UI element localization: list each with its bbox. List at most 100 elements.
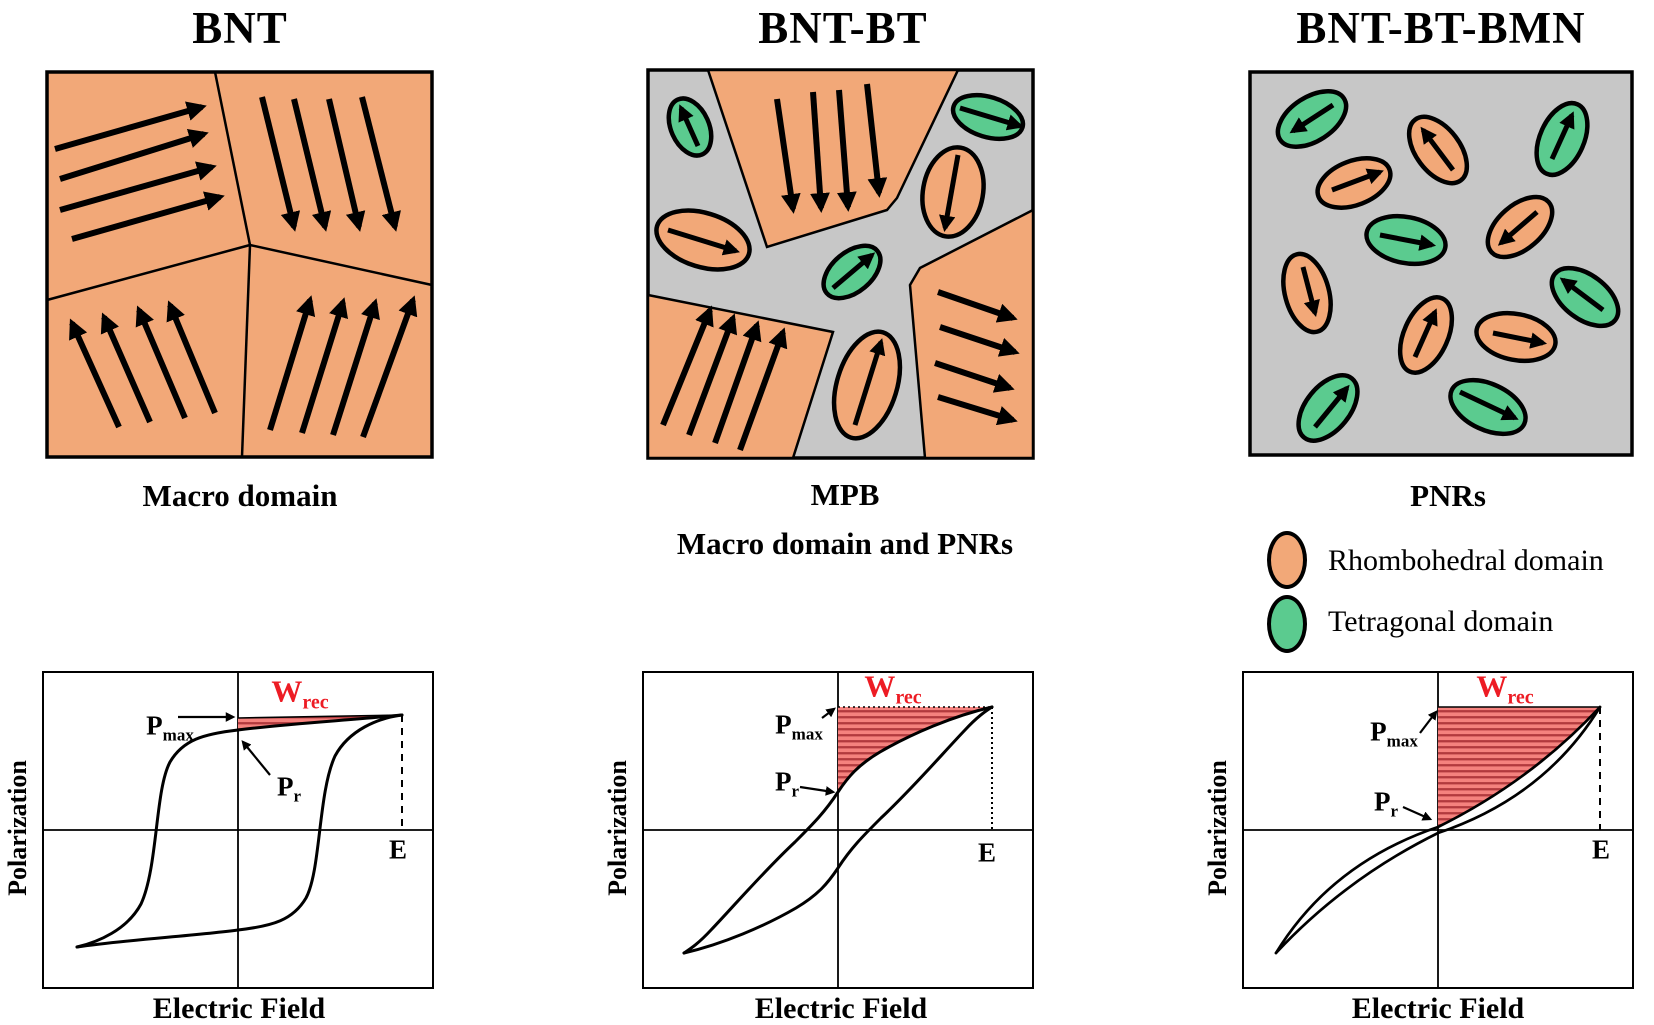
- domain-wall-line: [240, 244, 252, 458]
- polarization-arrow: [1412, 308, 1438, 359]
- x-axis-label: Electric Field: [754, 992, 928, 1025]
- annotation-arrow: [241, 740, 271, 776]
- polarization-arrow: [774, 98, 801, 214]
- domain-wall-line: [213, 71, 252, 246]
- polarization-arrow: [330, 298, 380, 436]
- polarization-arrow: [737, 327, 788, 452]
- polarization-arrow: [667, 227, 740, 256]
- hysteresis-loop-curve: [75, 713, 404, 949]
- polarization-arrow: [939, 324, 1020, 357]
- caption-mpb: MPB: [810, 477, 880, 512]
- caption-pnrs: PNRs: [1410, 478, 1486, 513]
- legend-rhombohedral-ellipse: [1267, 531, 1307, 589]
- bnt-bt-domain-square: [646, 68, 1035, 460]
- legend-rhombohedral-label: Rhombohedral domain: [1328, 544, 1604, 577]
- hysteresis-loop-curve: [75, 713, 404, 949]
- domain-wall-line: [46, 243, 251, 302]
- pmax-label: Pmax: [775, 709, 823, 744]
- polarization-arrow: [291, 98, 332, 232]
- polarization-arrow: [135, 305, 188, 420]
- polarization-arrow: [360, 295, 418, 439]
- polarization-arrow: [100, 312, 153, 424]
- hysteresis-loop-curve: [682, 705, 994, 955]
- annotation-arrow: [821, 707, 836, 719]
- y-axis-label: Polarization: [1203, 760, 1232, 896]
- polarization-arrow: [1497, 210, 1539, 246]
- polarization-arrow: [259, 96, 301, 232]
- caption-macro-domain-pnrs: Macro domain and PNRs: [676, 526, 1014, 561]
- pr-label: Pr: [276, 771, 302, 806]
- polarization-arrow: [326, 98, 366, 232]
- bnt-domain-square: [45, 70, 434, 459]
- annotation-arrow: [1402, 805, 1433, 821]
- polarization-arrow: [1331, 168, 1384, 193]
- hysteresis-loop-curve: [1274, 705, 1602, 955]
- polarization-arrow: [937, 394, 1018, 426]
- polarization-arrow: [712, 320, 762, 445]
- y-axis-label: Polarization: [603, 760, 632, 896]
- wrec-label: Wrec: [271, 673, 329, 714]
- polarization-arrow: [59, 128, 209, 182]
- panel-title-bnt-bt: BNT-BT: [758, 3, 928, 53]
- e-field-label: E: [1591, 834, 1611, 865]
- legend-tetragonal-ellipse: [1267, 595, 1307, 653]
- wrec-label: Wrec: [1476, 668, 1534, 709]
- polarization-arrow: [71, 191, 225, 242]
- e-field-label: E: [977, 837, 997, 868]
- polarization-arrow: [1458, 389, 1519, 421]
- bnt-bt-bmn-domain-square: [1248, 70, 1634, 457]
- pr-label: Pr: [1373, 786, 1399, 821]
- panel-title-bnt-bt-bmn: BNT-BT-BMN: [1296, 3, 1586, 53]
- polarization-arrow: [59, 161, 217, 213]
- pmax-label: Pmax: [146, 710, 194, 745]
- polarization-arrow: [937, 289, 1018, 323]
- polarization-arrow: [686, 313, 738, 437]
- polarization-arrow: [1420, 126, 1455, 172]
- polarization-arrow: [959, 105, 1024, 131]
- polarization-arrow: [864, 83, 888, 198]
- pmax-label: Pmax: [1370, 716, 1418, 751]
- pmax-level-line: [237, 714, 403, 719]
- pr-label: Pr: [774, 766, 800, 801]
- polarization-arrow: [166, 300, 218, 415]
- polarization-arrow: [810, 91, 830, 213]
- polarization-arrow: [1289, 102, 1335, 134]
- polarization-arrow: [54, 101, 207, 152]
- domain-wall-line: [249, 243, 433, 287]
- polarization-arrow: [299, 297, 349, 434]
- annotation-arrow: [799, 785, 836, 796]
- polarization-arrow: [831, 252, 876, 290]
- hysteresis-loop-curve: [682, 705, 994, 955]
- polarization-arrow: [678, 104, 701, 148]
- annotation-arrow: [1419, 710, 1438, 734]
- wrec-label: Wrec: [864, 668, 922, 709]
- y-axis-label: Polarization: [3, 760, 32, 896]
- polarization-arrow: [1549, 111, 1575, 161]
- polarization-arrow: [359, 96, 401, 232]
- caption-macro-domain: Macro domain: [142, 478, 338, 513]
- polarization-arrow: [1559, 277, 1605, 312]
- x-axis-label: Electric Field: [152, 992, 326, 1025]
- polarization-arrow: [1379, 232, 1437, 251]
- macro-domain-region: [706, 68, 960, 249]
- wrec-energy-area: [1438, 707, 1600, 827]
- polarization-arrow: [852, 338, 886, 426]
- x-axis-label: Electric Field: [1351, 992, 1525, 1025]
- panel-title-bnt: BNT: [192, 3, 288, 53]
- polarization-arrow: [660, 305, 714, 427]
- bnt-bt-pe-loop-plot: [642, 671, 1034, 989]
- polarization-arrow: [1313, 384, 1350, 429]
- polarization-arrow: [267, 295, 316, 431]
- bnt-pe-loop-plot: [42, 671, 434, 989]
- bnt-bt-bmn-pe-loop-plot: [1242, 671, 1634, 989]
- polarization-arrow: [939, 154, 961, 233]
- polarization-arrow: [69, 318, 122, 429]
- legend-tetragonal-label: Tetragonal domain: [1328, 605, 1554, 638]
- wrec-energy-area: [238, 715, 402, 730]
- polarization-arrow: [934, 360, 1015, 393]
- hysteresis-loop-curve: [1274, 705, 1602, 955]
- polarization-arrow: [836, 89, 857, 212]
- wrec-energy-area: [838, 707, 992, 792]
